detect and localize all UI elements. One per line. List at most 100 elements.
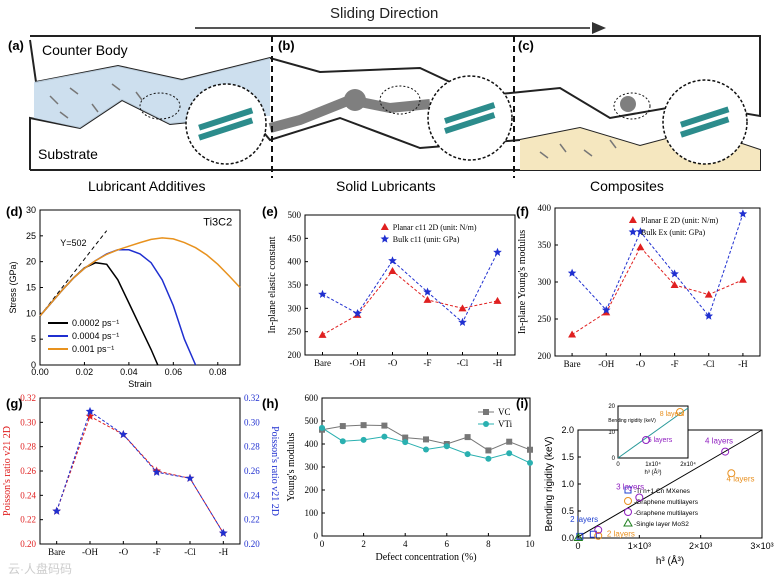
chart-e-xtick-label: -F bbox=[423, 358, 431, 368]
chart-i-point bbox=[573, 532, 584, 541]
chart-i-legend-label: -Ti n+1 Cn MXenes bbox=[634, 488, 691, 495]
chart-i-ytick-label: 0.5 bbox=[561, 506, 574, 516]
solid-lubricant-particle bbox=[344, 89, 366, 111]
chart-h-ytick-label: 0 bbox=[314, 531, 319, 541]
arrow-head bbox=[592, 22, 606, 34]
chart-g-xtick-label: -F bbox=[153, 547, 161, 557]
chart-f-xtick-label: -O bbox=[636, 359, 646, 369]
chart-h-xtick-label: 8 bbox=[486, 539, 491, 549]
chart-e-point bbox=[388, 267, 397, 274]
chart-e-legend-label: Planar c11 2D (unit: N/m) bbox=[393, 223, 477, 232]
chart-d-ytick-label: 10 bbox=[26, 308, 36, 318]
chart-d-xtick-label: 0.04 bbox=[120, 367, 138, 377]
chart-i-inset-ytick: 0 bbox=[612, 456, 616, 462]
chart-g-xtick-label: -O bbox=[119, 547, 129, 557]
chart-i-point bbox=[594, 525, 603, 534]
chart-g-point bbox=[85, 411, 95, 420]
chart-i-legend-label: -Single layer MoS2 bbox=[634, 521, 689, 528]
panel-label-d: (d) bbox=[6, 204, 23, 219]
panel-label-h: (h) bbox=[262, 396, 279, 411]
chart-i-inset-xtick: 2x10⁴ bbox=[680, 461, 696, 468]
chart-i-xtick-label: 1×10³ bbox=[628, 541, 651, 551]
chart-e-ytick-label: 200 bbox=[288, 350, 302, 360]
chart-d-legend-label: 0.001 ps⁻¹ bbox=[72, 344, 114, 354]
chart-h-ytick-label: 300 bbox=[305, 462, 319, 472]
chart-g-xtick-label: -H bbox=[219, 547, 229, 557]
zoom-circle-b bbox=[427, 75, 513, 161]
schematic-svg bbox=[29, 22, 761, 178]
chart-e-ytick-label: 500 bbox=[288, 210, 302, 220]
chart-i-legend-marker bbox=[623, 517, 633, 527]
chart-g-ytick-label: 0.30 bbox=[20, 417, 36, 427]
chart-h-point bbox=[485, 455, 492, 462]
chart-i-point bbox=[721, 447, 730, 456]
chart-d-ylabel: Stress (GPa) bbox=[8, 261, 18, 313]
watermark: 云·人盘码码 bbox=[8, 562, 72, 576]
chart-f-point bbox=[704, 311, 713, 320]
chart-e-series-line bbox=[322, 252, 498, 324]
zoom-source-c bbox=[613, 92, 651, 120]
substrate-label: Substrate bbox=[38, 146, 98, 162]
chart-g-point bbox=[52, 506, 61, 515]
chart-h-point bbox=[527, 459, 533, 466]
chart-i-point-label: 3 layers bbox=[616, 482, 644, 491]
additive-particles bbox=[49, 83, 617, 159]
chart-g-ytick-right-label: 0.26 bbox=[244, 466, 260, 476]
chart-i-point-label: 4 layers bbox=[727, 474, 755, 483]
chart-g-ylabel-right: Poisson's ratio v21 2D bbox=[269, 426, 280, 516]
chart-g-point bbox=[219, 528, 228, 537]
chart-f-point bbox=[568, 330, 577, 338]
chart-e-series-line bbox=[322, 270, 498, 336]
panel-label-e: (e) bbox=[262, 204, 278, 219]
chart-f-point bbox=[602, 305, 611, 314]
chart-g-ytick-label: 0.28 bbox=[20, 442, 36, 452]
chart-i-inset-ytick: 10 bbox=[608, 430, 615, 436]
chart-h-ytick-label: 400 bbox=[305, 439, 319, 449]
chart-d-ytick-label: 0 bbox=[31, 360, 36, 370]
chart-e-point bbox=[458, 317, 467, 326]
chart-f-point bbox=[670, 280, 679, 288]
chart-h-xtick-label: 6 bbox=[445, 539, 450, 549]
chart-h-point bbox=[464, 434, 471, 441]
chart-h-point bbox=[381, 433, 388, 440]
chart-f-point bbox=[636, 243, 645, 251]
chart-e-ytick-label: 450 bbox=[288, 233, 302, 243]
chart-i-ytick-label: 1.0 bbox=[561, 479, 574, 489]
chart-h-xtick-label: 10 bbox=[526, 539, 536, 549]
chart-g-ytick-label: 0.20 bbox=[20, 539, 36, 549]
chart-h-point bbox=[319, 424, 325, 431]
chart-e-point bbox=[493, 296, 502, 304]
panel-label-b: (b) bbox=[278, 38, 295, 53]
chart-h-ytick-label: 100 bbox=[305, 508, 319, 518]
chart-h-point bbox=[381, 422, 388, 429]
chart-f-legend-label: Bulk Ex (unit: GPa) bbox=[641, 228, 706, 237]
chart-h-xtick-label: 4 bbox=[403, 539, 408, 549]
chart-d-ytick-label: 15 bbox=[26, 283, 36, 293]
chart-g-ytick-label: 0.26 bbox=[20, 466, 36, 476]
chart-g-point bbox=[152, 467, 161, 476]
chart-e-point bbox=[493, 247, 502, 256]
chart-h-ytick-label: 500 bbox=[305, 416, 319, 426]
chart-e-point bbox=[318, 289, 327, 298]
chart-f-point bbox=[738, 275, 747, 283]
chart-g-ytick-right-label: 0.22 bbox=[244, 515, 260, 525]
chart-h-xtick-label: 2 bbox=[361, 539, 366, 549]
chart-g-xtick-label: Bare bbox=[48, 547, 65, 557]
chart-f-ylabel: In-plane Young's modulus bbox=[517, 230, 528, 334]
chart-f-legend-marker bbox=[628, 216, 637, 223]
chart-e-ylabel: In-plane elastic constant bbox=[267, 236, 278, 333]
chart-e-xtick-label: -OH bbox=[350, 358, 366, 368]
chart-f-point bbox=[567, 268, 577, 277]
chart-h-series-line bbox=[321, 427, 531, 464]
chart-f-xtick-label: -F bbox=[671, 359, 679, 369]
chart-i-legend-label: -Graphene multilayers bbox=[634, 499, 699, 506]
chart-i-ylabel: Bending rigidity (keV) bbox=[544, 436, 555, 531]
chart-i-inset-xtick: 1x10⁴ bbox=[645, 461, 661, 468]
chart-f-xtick-label: -H bbox=[738, 359, 748, 369]
chart-e-xtick-label: Bare bbox=[314, 358, 331, 368]
chart-g-point bbox=[85, 406, 95, 415]
chart-h-point bbox=[339, 438, 346, 445]
chart-e-legend-marker bbox=[380, 223, 389, 230]
chart-g-ytick-right-label: 0.28 bbox=[244, 442, 260, 452]
